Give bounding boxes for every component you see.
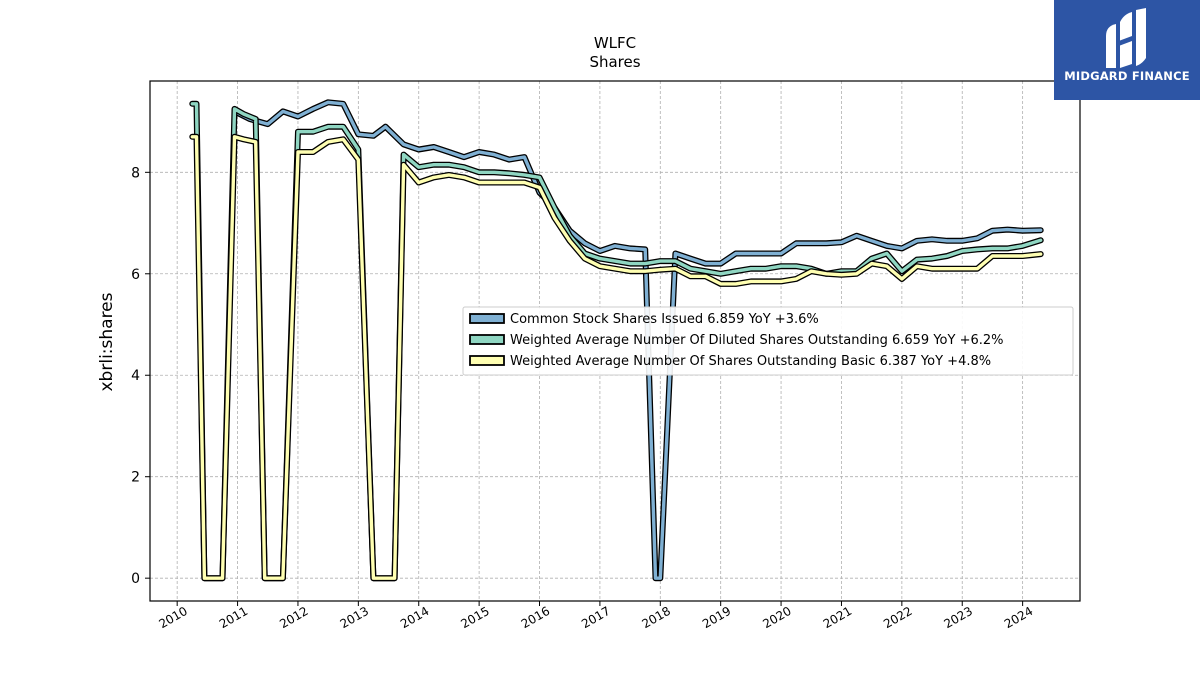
series-0 <box>231 99 1044 582</box>
legend-swatch-basic <box>469 355 505 366</box>
legend-swatch-common-stock <box>469 313 505 324</box>
legend-label-diluted: Weighted Average Number Of Diluted Share… <box>510 333 1004 348</box>
series-line <box>190 135 1043 580</box>
chart-title: WLFC <box>594 34 636 52</box>
legend: Common Stock Shares Issued 6.859 YoY +3.… <box>462 306 1074 376</box>
brand-name: MIDGARD FINANCE <box>1064 69 1190 83</box>
chart-subtitle: Shares <box>589 53 640 71</box>
plot-frame <box>149 80 1081 602</box>
midgard-finance-logo: MIDGARD FINANCE <box>1054 0 1200 100</box>
legend-swatch-diluted <box>469 334 505 345</box>
legend-label-common-stock: Common Stock Shares Issued 6.859 YoY +3.… <box>510 312 819 327</box>
y-tick-label: 8 <box>131 165 140 181</box>
y-tick-label: 0 <box>131 571 140 587</box>
y-tick-label: 2 <box>131 470 140 486</box>
legend-label-basic: Weighted Average Number Of Shares Outsta… <box>510 354 991 369</box>
series-line <box>232 100 1043 580</box>
legend-box <box>462 306 1074 376</box>
y-axis-label: xbrli:shares <box>97 292 117 391</box>
y-tick-label: 4 <box>131 368 140 384</box>
series-layer <box>189 99 1044 582</box>
y-tick-label: 6 <box>131 267 140 283</box>
series-2 <box>189 133 1044 582</box>
logo-mark-icon <box>1106 8 1146 68</box>
